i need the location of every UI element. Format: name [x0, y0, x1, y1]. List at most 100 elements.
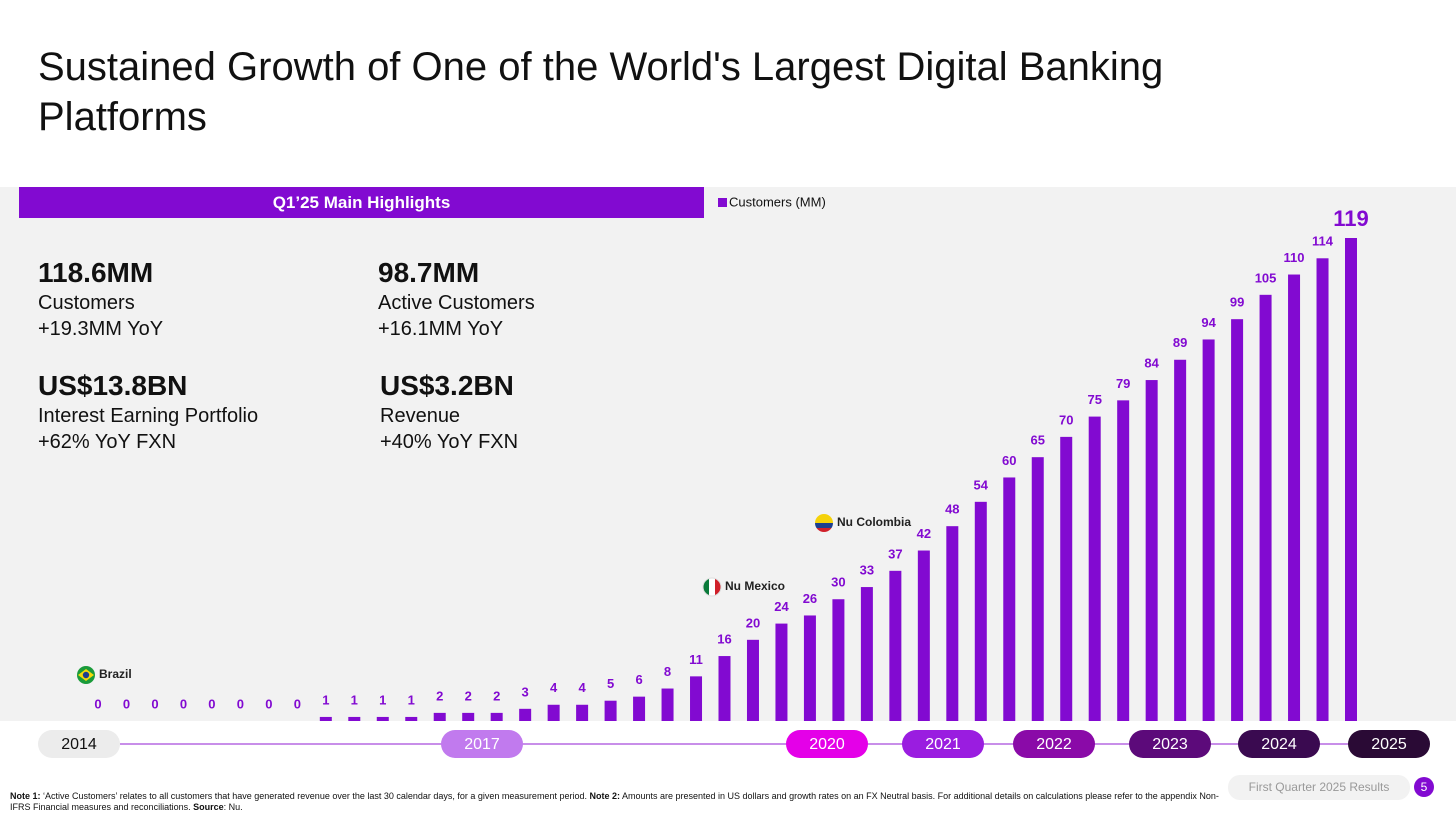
- value-label: 0: [94, 696, 101, 711]
- bar: [1117, 400, 1130, 721]
- value-label: 8: [664, 664, 671, 679]
- bar: [348, 716, 361, 721]
- value-label: 65: [1031, 433, 1045, 448]
- bar: [1145, 380, 1158, 721]
- bar: [1259, 294, 1272, 721]
- legend-swatch: [718, 198, 727, 207]
- value-label: 79: [1116, 376, 1130, 391]
- value-label: 119: [1333, 206, 1369, 231]
- slide-title: Sustained Growth of One of the World's L…: [38, 45, 1164, 139]
- annotation: Brazil: [99, 667, 132, 681]
- footnote: Note 1: ‘Active Customers’ relates to al…: [10, 791, 1220, 813]
- bar: [1202, 339, 1215, 721]
- value-label: 48: [945, 502, 959, 517]
- bar: [319, 716, 332, 721]
- highlight-label: Interest Earning Portfolio: [38, 405, 259, 427]
- bar: [1174, 359, 1187, 721]
- note-text: ‘Active Customers’ relates to all custom…: [40, 791, 590, 801]
- bar: [576, 704, 589, 721]
- bar: [462, 712, 475, 721]
- bar: [661, 688, 674, 721]
- value-label: 3: [522, 684, 529, 699]
- value-label: 89: [1173, 335, 1187, 350]
- bar: [1316, 258, 1329, 721]
- note-key: Note 2:: [589, 791, 620, 801]
- value-label: 30: [831, 575, 845, 590]
- value-label: 4: [550, 680, 558, 695]
- value-label: 0: [265, 696, 272, 711]
- value-label: 4: [578, 680, 586, 695]
- highlight-change: +62% YoY FXN: [38, 431, 177, 453]
- year-label: 2014: [61, 736, 97, 753]
- value-label: 37: [888, 546, 902, 561]
- bar: [1288, 274, 1301, 721]
- year-pill: [441, 730, 523, 758]
- bar: [1088, 416, 1101, 721]
- highlight-change: +16.1MM YoY: [378, 318, 504, 340]
- year-pill: [1129, 730, 1211, 758]
- year-label: 2022: [1036, 736, 1072, 753]
- bar: [604, 700, 617, 721]
- note-key: Source: [193, 802, 224, 812]
- bar: [690, 676, 703, 721]
- highlight-label: Customers: [38, 292, 135, 314]
- year-pill: [1238, 730, 1320, 758]
- note-text: : Nu.: [223, 802, 243, 812]
- value-label: 1: [322, 692, 329, 707]
- bar: [775, 623, 788, 721]
- bar: [974, 501, 987, 721]
- flag-brazil: [77, 666, 95, 684]
- flag-colombia: [815, 514, 833, 532]
- value-label: 2: [493, 688, 500, 703]
- value-label: 0: [151, 696, 158, 711]
- value-label: 54: [974, 477, 989, 492]
- year-pill: [902, 730, 984, 758]
- bar: [1231, 319, 1244, 721]
- bar: [1031, 457, 1044, 721]
- highlight-value: 98.7MM: [378, 257, 480, 288]
- legend-label: Customers (MM): [729, 194, 826, 209]
- value-label: 60: [1002, 453, 1016, 468]
- value-label: 0: [294, 696, 301, 711]
- value-label: 0: [208, 696, 215, 711]
- year-label: 2025: [1371, 736, 1407, 753]
- bar: [917, 550, 930, 721]
- highlight: US$3.2BN Revenue +40% YoY FXN: [380, 369, 700, 455]
- page-number: 5: [1414, 777, 1434, 797]
- bar: [547, 704, 560, 721]
- highlight-value: US$3.2BN: [380, 370, 514, 401]
- annotation: Nu Colombia: [837, 515, 911, 529]
- value-label: 42: [917, 526, 931, 541]
- year-label: 2017: [464, 736, 500, 753]
- year-pill: [1013, 730, 1095, 758]
- value-label: 75: [1087, 392, 1101, 407]
- bar: [519, 708, 532, 721]
- bar: [746, 639, 759, 721]
- value-label: 24: [774, 599, 789, 614]
- bar: [1345, 238, 1357, 721]
- year-label: 2020: [809, 736, 845, 753]
- bar: [832, 599, 845, 721]
- bar: [946, 526, 959, 721]
- bar: [490, 712, 503, 721]
- value-label: 84: [1144, 355, 1159, 370]
- value-label: 110: [1284, 250, 1305, 265]
- highlights-title: Q1’25 Main Highlights: [19, 187, 704, 218]
- value-label: 11: [689, 652, 703, 667]
- highlight: 98.7MM Active Customers +16.1MM YoY: [378, 256, 698, 342]
- bar: [376, 716, 389, 721]
- value-label: 26: [803, 591, 817, 606]
- year-pill: [38, 730, 120, 758]
- value-label: 0: [237, 696, 244, 711]
- highlight: US$13.8BN Interest Earning Portfolio +62% …: [38, 369, 358, 455]
- year-label: 2024: [1261, 736, 1297, 753]
- highlight-value: 118.6MM: [38, 257, 154, 288]
- bar: [718, 656, 731, 721]
- flag-mexico: [702, 577, 722, 597]
- value-label: 0: [180, 696, 187, 711]
- note-text: Amounts are presented in US dollars and …: [10, 791, 1219, 812]
- bar: [433, 712, 446, 721]
- bar: [1003, 477, 1016, 721]
